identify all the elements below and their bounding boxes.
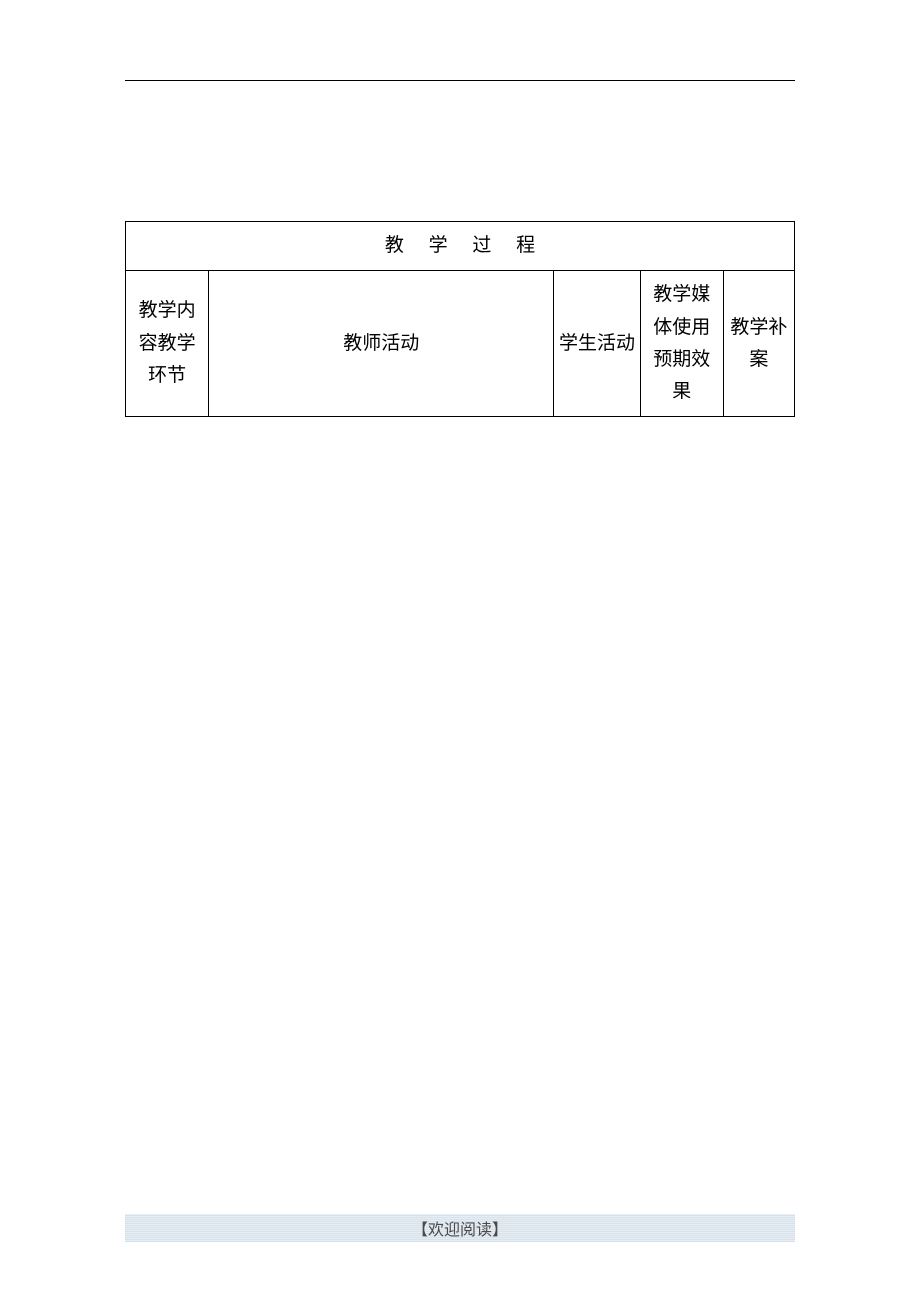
teaching-process-table: 教 学 过 程 教学内容教学环节 教师活动 学生活动 教学媒体使用预期效果 教学…	[125, 221, 795, 417]
column-header-student-activity: 学生活动	[554, 271, 640, 417]
page-container: 教 学 过 程 教学内容教学环节 教师活动 学生活动 教学媒体使用预期效果 教学…	[0, 0, 920, 417]
column-header-teacher-activity: 教师活动	[209, 271, 554, 417]
column-header-media-effect: 教学媒体使用预期效果	[640, 271, 723, 417]
footer-text: 【欢迎阅读】	[412, 1216, 508, 1240]
column-header-supplement: 教学补案	[723, 271, 794, 417]
top-horizontal-rule	[125, 80, 795, 81]
table-title-cell: 教 学 过 程	[126, 222, 795, 271]
table-title-row: 教 学 过 程	[126, 222, 795, 271]
table-header-row: 教学内容教学环节 教师活动 学生活动 教学媒体使用预期效果 教学补案	[126, 271, 795, 417]
column-header-content-segment: 教学内容教学环节	[126, 271, 209, 417]
footer-bar: 【欢迎阅读】	[125, 1214, 795, 1242]
